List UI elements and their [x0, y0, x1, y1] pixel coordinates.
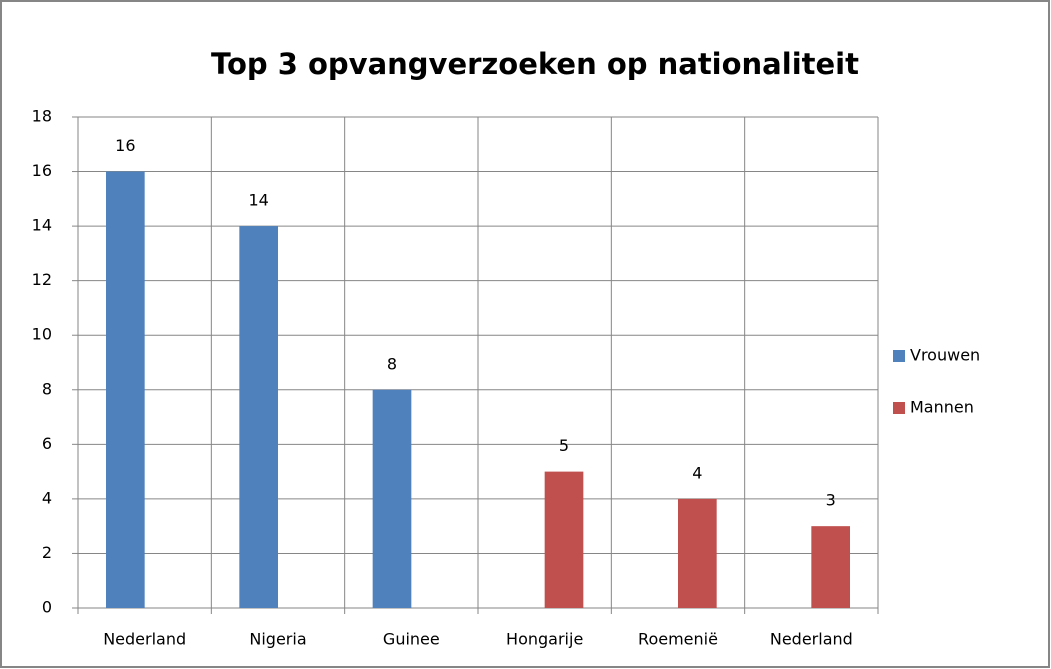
x-tick-label: Guinee: [383, 630, 440, 649]
bar: [678, 498, 717, 608]
y-tick-label: 8: [42, 379, 52, 398]
data-label: 8: [387, 354, 397, 373]
y-tick-label: 10: [32, 325, 52, 344]
y-tick-label: 0: [42, 598, 52, 617]
bar: [811, 526, 850, 608]
y-tick-label: 18: [32, 107, 52, 126]
data-label: 3: [826, 491, 836, 510]
legend-label: Vrouwen: [910, 346, 980, 365]
y-tick-label: 4: [42, 488, 52, 507]
bar: [106, 171, 145, 609]
y-tick-label: 6: [42, 434, 52, 453]
y-tick-label: 12: [32, 270, 52, 289]
legend-swatch: [893, 402, 905, 414]
chart-title: Top 3 opvangverzoeken op nationaliteit: [211, 47, 859, 81]
x-tick-label: Nederland: [770, 630, 853, 649]
legend-label: Mannen: [910, 398, 974, 417]
data-label: 5: [559, 436, 569, 455]
x-tick-label: Nederland: [103, 630, 186, 649]
data-label: 4: [692, 463, 702, 482]
data-label: 16: [115, 136, 135, 155]
x-tick-label: Roemenië: [638, 630, 718, 649]
legend-swatch: [893, 350, 905, 362]
bar: [239, 226, 278, 608]
y-tick-label: 14: [32, 216, 52, 235]
x-tick-label: Nigeria: [249, 630, 306, 649]
y-tick-label: 2: [42, 543, 52, 562]
data-label: 14: [248, 191, 268, 210]
y-tick-label: 16: [32, 161, 52, 180]
x-tick-label: Hongarije: [506, 630, 583, 649]
bar: [372, 389, 412, 608]
bar: [544, 471, 584, 608]
